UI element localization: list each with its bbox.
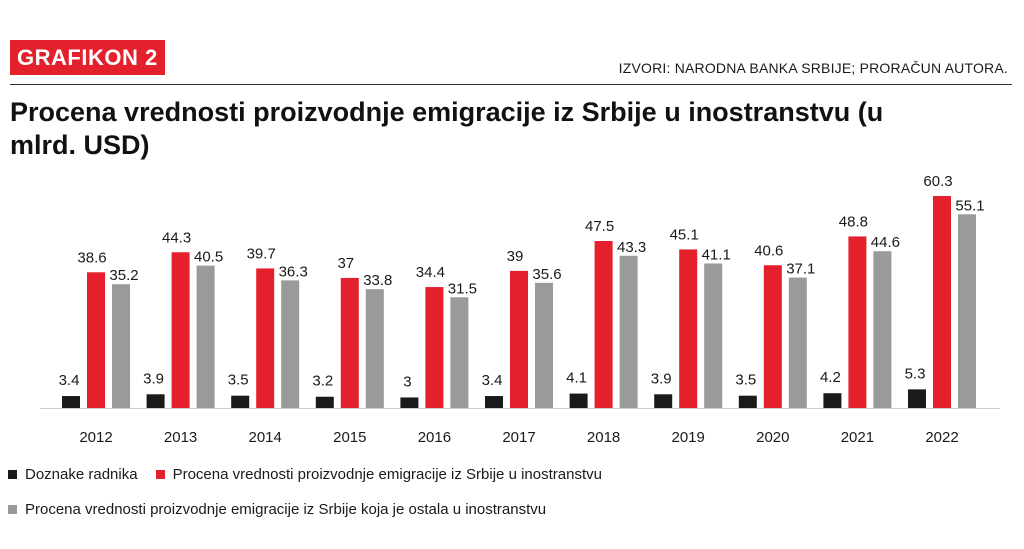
bar-worker-2018 xyxy=(569,393,588,408)
bar-worker-2014 xyxy=(231,395,250,408)
x-tick-label-2015: 2015 xyxy=(333,429,366,446)
data-label-worker-2016: 3 xyxy=(403,373,411,390)
bar-remained-2022 xyxy=(958,214,976,408)
data-label-production-2022: 60.3 xyxy=(923,173,952,190)
data-label-remained-2013: 40.5 xyxy=(194,249,223,266)
bar-production-2013 xyxy=(171,252,190,408)
header-divider xyxy=(10,84,1012,85)
data-label-remained-2020: 37.1 xyxy=(786,261,815,278)
x-tick-label-2021: 2021 xyxy=(841,429,874,446)
bar-production-2016 xyxy=(425,287,444,408)
data-label-worker-2022: 5.3 xyxy=(905,365,926,382)
chart-badge: GRAFIKON 2 xyxy=(10,40,165,75)
legend-item-worker: Doznake radnika xyxy=(8,466,138,483)
bar-production-2017 xyxy=(510,270,528,408)
legend-item-remained: Procena vrednosti proizvodnje emigracije… xyxy=(8,501,546,518)
data-label-worker-2021: 4.2 xyxy=(820,369,841,386)
bar-worker-2022 xyxy=(908,389,926,408)
legend-swatch-worker xyxy=(8,470,17,479)
data-label-worker-2013: 3.9 xyxy=(143,370,164,387)
data-label-worker-2019: 3.9 xyxy=(651,370,672,387)
bar-production-2020 xyxy=(763,265,782,408)
legend-label-worker: Doznake radnika xyxy=(25,466,138,483)
legend-row-1: Doznake radnika Procena vrednosti proizv… xyxy=(8,466,620,483)
bar-worker-2012 xyxy=(62,396,80,408)
bar-worker-2017 xyxy=(485,396,503,408)
x-tick-label-2016: 2016 xyxy=(418,429,451,446)
data-label-remained-2017: 35.6 xyxy=(532,266,561,283)
data-label-worker-2018: 4.1 xyxy=(566,370,587,387)
data-label-production-2021: 48.8 xyxy=(839,213,868,230)
bar-remained-2013 xyxy=(196,265,215,408)
bar-worker-2021 xyxy=(823,393,842,408)
bar-remained-2012 xyxy=(112,284,130,408)
bar-production-2021 xyxy=(848,236,867,408)
bar-worker-2015 xyxy=(315,396,334,408)
bar-remained-2017 xyxy=(535,282,553,408)
data-label-production-2017: 39 xyxy=(507,248,524,265)
data-label-remained-2015: 33.8 xyxy=(363,272,392,289)
data-label-production-2020: 40.6 xyxy=(754,242,783,259)
data-label-remained-2021: 44.6 xyxy=(871,234,900,251)
bar-production-2018 xyxy=(594,241,613,408)
x-tick-label-2014: 2014 xyxy=(249,429,282,446)
bar-remained-2019 xyxy=(704,263,723,408)
data-label-remained-2022: 55.1 xyxy=(955,197,984,214)
bar-worker-2020 xyxy=(738,395,757,408)
legend-swatch-remained xyxy=(8,505,17,514)
legend-label-remained: Procena vrednosti proizvodnje emigracije… xyxy=(25,501,547,518)
bar-remained-2016 xyxy=(450,297,469,408)
data-label-worker-2014: 3.5 xyxy=(228,372,249,389)
bar-remained-2020 xyxy=(788,277,807,408)
legend-swatch-production xyxy=(155,470,165,479)
data-label-remained-2016: 31.5 xyxy=(448,280,477,297)
x-tick-label-2018: 2018 xyxy=(587,429,620,446)
data-label-production-2018: 47.5 xyxy=(585,218,614,235)
bar-production-2022 xyxy=(933,196,951,408)
bar-production-2012 xyxy=(87,272,105,408)
legend-row-2: Procena vrednosti proizvodnje emigracije… xyxy=(8,501,564,518)
bar-remained-2014 xyxy=(281,280,300,408)
data-label-production-2012: 38.6 xyxy=(77,249,106,266)
bar-worker-2019 xyxy=(654,394,673,408)
chart-title: Procena vrednosti proizvodnje emigracije… xyxy=(10,97,884,160)
bar-remained-2015 xyxy=(365,289,384,408)
bar-production-2015 xyxy=(340,277,359,408)
x-tick-label-2020: 2020 xyxy=(756,429,789,446)
data-label-production-2016: 34.4 xyxy=(416,264,445,281)
data-label-worker-2020: 3.5 xyxy=(735,372,756,389)
data-label-worker-2015: 3.2 xyxy=(312,373,333,390)
legend-label-production: Procena vrednosti proizvodnje emigracije… xyxy=(172,466,602,483)
data-label-remained-2019: 41.1 xyxy=(702,247,731,264)
data-label-production-2014: 39.7 xyxy=(247,245,276,262)
x-tick-label-2019: 2019 xyxy=(672,429,705,446)
x-tick-label-2022: 2022 xyxy=(925,429,958,446)
bar-remained-2021 xyxy=(873,251,892,408)
data-label-remained-2014: 36.3 xyxy=(279,263,308,280)
source-note: IZVORI: NARODNA BANKA SRBIJE; PRORAČUN A… xyxy=(618,60,1008,76)
x-tick-label-2013: 2013 xyxy=(164,429,197,446)
data-label-production-2013: 44.3 xyxy=(162,229,191,246)
data-label-production-2019: 45.1 xyxy=(670,226,699,243)
x-tick-label-2012: 2012 xyxy=(79,429,112,446)
data-label-production-2015: 37 xyxy=(337,255,354,272)
data-label-remained-2018: 43.3 xyxy=(617,239,646,256)
data-label-worker-2012: 3.4 xyxy=(59,372,80,389)
legend-item-production: Procena vrednosti proizvodnje emigracije… xyxy=(155,466,602,483)
x-tick-label-2017: 2017 xyxy=(502,429,535,446)
data-label-remained-2012: 35.2 xyxy=(109,267,138,284)
bar-worker-2013 xyxy=(146,394,165,408)
bar-production-2019 xyxy=(679,249,698,408)
data-label-worker-2017: 3.4 xyxy=(482,372,503,389)
bar-worker-2016 xyxy=(400,397,419,408)
bar-production-2014 xyxy=(256,268,275,408)
bar-remained-2018 xyxy=(619,255,638,408)
